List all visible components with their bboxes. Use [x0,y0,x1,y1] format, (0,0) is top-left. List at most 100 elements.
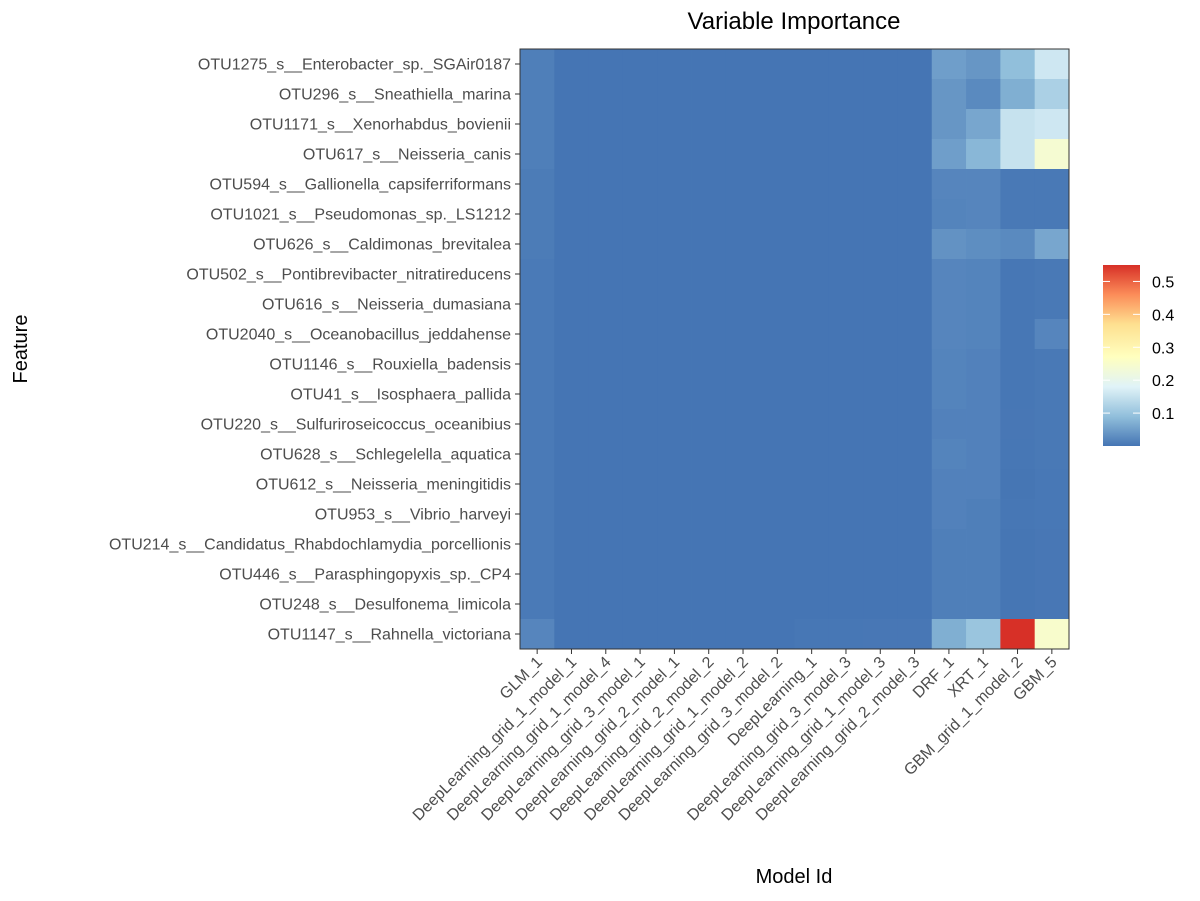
heatmap-cell [1034,169,1070,200]
heatmap-cell [897,139,933,170]
heatmap-cell [622,169,658,200]
heatmap-cells [520,49,1070,650]
heatmap-cell [794,169,830,200]
heatmap-cell [931,589,967,620]
heatmap-cell [725,619,761,650]
heatmap-cell [691,439,727,470]
heatmap-cell [1000,589,1036,620]
heatmap-cell [657,349,692,380]
heatmap-cell [691,199,727,230]
heatmap-cell [794,319,830,350]
heatmap-cell [863,379,898,410]
heatmap-cell [657,319,692,350]
heatmap-cell [828,379,864,410]
y-tick-label: OTU1171_s__Xenorhabdus_bovienii [250,117,511,134]
heatmap-cell [828,469,864,500]
heatmap-cell [828,589,864,620]
heatmap-cell [794,199,830,230]
heatmap-cell [828,199,864,230]
legend-tick-label: 0.3 [1152,340,1174,357]
heatmap-cell [760,589,795,620]
heatmap-cell [931,439,967,470]
heatmap-cell [657,619,692,650]
heatmap-cell [760,79,795,110]
heatmap-cell [622,379,658,410]
heatmap-cell [897,319,933,350]
heatmap-cell [931,79,967,110]
heatmap-cell [760,289,795,320]
heatmap-cell [622,199,658,230]
heatmap-cell [1034,199,1070,230]
heatmap-cell [622,49,658,80]
heatmap-cell [554,379,590,410]
heatmap-cell [1000,319,1036,350]
heatmap-cell [897,229,933,260]
heatmap-cell [1034,589,1070,620]
heatmap-cell [520,109,555,140]
heatmap-cell [520,349,555,380]
heatmap-cell [760,499,795,530]
heatmap-cell [760,169,795,200]
heatmap-cell [691,259,727,290]
heatmap-cell [588,439,624,470]
heatmap-cell [1034,529,1070,560]
heatmap-cell [657,139,692,170]
heatmap-cell [1034,349,1070,380]
heatmap-cell [1000,229,1036,260]
heatmap-cell [657,409,692,440]
heatmap-cell [588,529,624,560]
heatmap-cell [863,79,898,110]
heatmap-cell [725,589,761,620]
heatmap-cell [828,319,864,350]
heatmap-cell [828,559,864,590]
heatmap-cell [657,79,692,110]
y-tick-label: OTU1275_s__Enterobacter_sp._SGAir0187 [198,57,511,74]
heatmap-cell [897,79,933,110]
heatmap-cell [794,469,830,500]
heatmap-cell [725,529,761,560]
heatmap-cell [966,169,1001,200]
heatmap-cell [897,529,933,560]
heatmap-cell [863,139,898,170]
heatmap-cell [622,439,658,470]
heatmap-cell [691,349,727,380]
heatmap-cell [657,529,692,560]
heatmap-cell [622,529,658,560]
heatmap-cell [520,379,555,410]
y-tick-label: OTU626_s__Caldimonas_brevitalea [253,237,511,254]
heatmap-cell [691,289,727,320]
heatmap-cell [966,199,1001,230]
heatmap-cell [760,559,795,590]
heatmap-cell [1000,289,1036,320]
heatmap-cell [554,469,590,500]
heatmap-cell [725,49,761,80]
y-tick-label: OTU296_s__Sneathiella_marina [279,87,511,104]
heatmap-cell [554,109,590,140]
heatmap-cell [588,289,624,320]
heatmap-cell [725,559,761,590]
heatmap-cell [1034,289,1070,320]
heatmap-cell [828,259,864,290]
heatmap-cell [691,499,727,530]
heatmap-cell [1034,79,1070,110]
heatmap-cell [897,259,933,290]
heatmap-cell [828,139,864,170]
heatmap-cell [691,139,727,170]
heatmap-cell [794,529,830,560]
heatmap-cell [520,589,555,620]
heatmap-cell [554,199,590,230]
heatmap-cell [897,469,933,500]
heatmap-cell [931,469,967,500]
heatmap-cell [657,289,692,320]
heatmap-cell [828,109,864,140]
heatmap-cell [863,439,898,470]
heatmap-cell [863,49,898,80]
heatmap-cell [588,199,624,230]
heatmap-cell [760,229,795,260]
heatmap-cell [897,559,933,590]
heatmap-cell [966,439,1001,470]
heatmap-cell [1034,109,1070,140]
heatmap-cell [931,619,967,650]
heatmap-cell [1034,259,1070,290]
heatmap-cell [1034,229,1070,260]
